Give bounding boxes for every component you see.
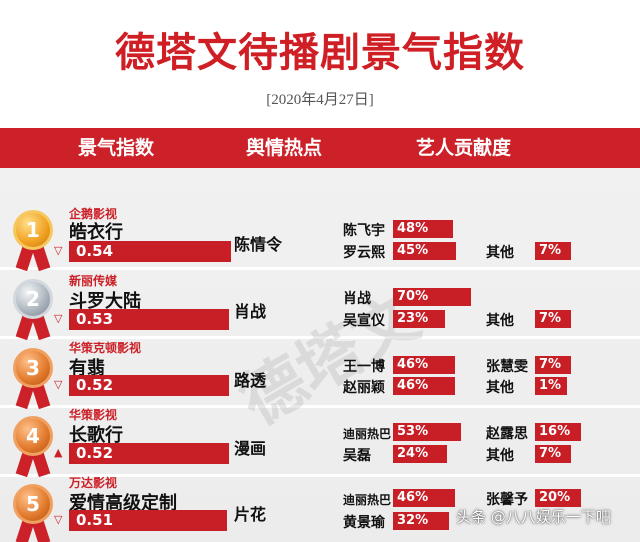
actor-name: 赵露思 [486,426,528,442]
actor-name: 迪丽热巴 [343,427,392,441]
index-bar: 0.54 [69,241,231,262]
row-divider [0,267,640,270]
header-bar [0,128,640,168]
silver-medal-icon: 2 [10,279,56,341]
row-divider [0,474,640,477]
header-index: 景气指数 [78,137,155,159]
actor-pct-bar: 46% [393,377,455,395]
source-watermark: 头条 @八八娱乐一下吧 [456,508,611,526]
actor-name: 王一博 [343,359,385,375]
bronze-medal-icon: 4 [10,416,56,478]
index-bar: 0.51 [69,510,227,531]
gold-medal-icon: 1 [10,210,56,272]
trend-up-icon: ▲ [54,446,63,459]
row-divider [0,405,640,408]
company-name: 华策克顿影视 [69,341,142,355]
actor-pct-bar: 46% [393,356,455,374]
actor-pct-bar: 45% [393,242,456,260]
drama-title: 长歌行 [69,425,123,446]
header-contribution: 艺人贡献度 [416,137,512,159]
bronze-medal-icon: 5 [10,484,56,542]
actor-name: 陈飞宇 [343,223,385,239]
drama-title: 皓衣行 [69,222,123,243]
date-label: [2020年4月27日] [266,92,374,108]
hotspot-label: 陈情令 [234,235,283,254]
actor-pct-bar: 46% [393,489,455,507]
company-name: 华策影视 [69,408,118,422]
drama-title: 有翡 [69,358,105,379]
company-name: 新丽传媒 [69,274,118,288]
actor-pct-bar: 48% [393,220,453,238]
actor-pct-bar: 16% [535,423,581,441]
actor-pct-bar: 20% [535,489,581,507]
trend-down-icon: ▽ [54,244,63,257]
hotspot-label: 肖战 [234,302,267,321]
actor-name: 迪丽热巴 [343,493,392,507]
actor-name: 黄景瑜 [343,515,385,531]
actor-name: 赵丽颖 [343,380,385,396]
index-bar: 0.52 [69,375,229,396]
index-bar: 0.53 [69,309,229,330]
actor-pct-bar: 1% [535,377,567,395]
actor-pct-bar: 7% [535,310,571,328]
hotspot-label: 路透 [234,371,267,390]
rank-number: 5 [13,484,53,524]
trend-down-icon: ▽ [54,513,63,526]
actor-name: 张慧雯 [486,359,528,375]
rank-number: 3 [13,348,53,388]
company-name: 万达影视 [69,476,118,490]
trend-down-icon: ▽ [54,378,63,391]
actor-name: 张馨予 [486,492,528,508]
actor-name: 其他 [486,448,514,464]
actor-name: 肖战 [343,291,371,307]
ranking-table [0,168,640,542]
row-divider [0,336,640,339]
actor-pct-bar: 70% [393,288,471,306]
index-bar: 0.52 [69,443,229,464]
actor-pct-bar: 7% [535,242,571,260]
actor-pct-bar: 24% [393,445,447,463]
actor-pct-bar: 32% [393,512,449,530]
actor-name: 罗云熙 [343,245,385,261]
header-hotspot: 舆情热点 [246,137,323,159]
actor-pct-bar: 23% [393,310,445,328]
drama-title: 斗罗大陆 [69,291,141,312]
trend-down-icon: ▽ [54,312,63,325]
actor-name: 其他 [486,313,514,329]
actor-name: 其他 [486,380,514,396]
hotspot-label: 漫画 [234,439,267,458]
rank-number: 4 [13,416,53,456]
actor-pct-bar: 7% [535,445,571,463]
hotspot-label: 片花 [234,505,267,524]
rank-number: 2 [13,279,53,319]
actor-pct-bar: 53% [393,423,461,441]
actor-name: 其他 [486,245,514,261]
company-name: 企鹅影视 [69,207,118,221]
actor-name: 吴磊 [343,448,371,464]
drama-title: 爱情高级定制 [69,493,177,514]
rank-number: 1 [13,210,53,250]
bronze-medal-icon: 3 [10,348,56,410]
page-title: 德塔文待播剧景气指数 [115,30,525,76]
actor-name: 吴宣仪 [343,313,385,329]
actor-pct-bar: 7% [535,356,571,374]
